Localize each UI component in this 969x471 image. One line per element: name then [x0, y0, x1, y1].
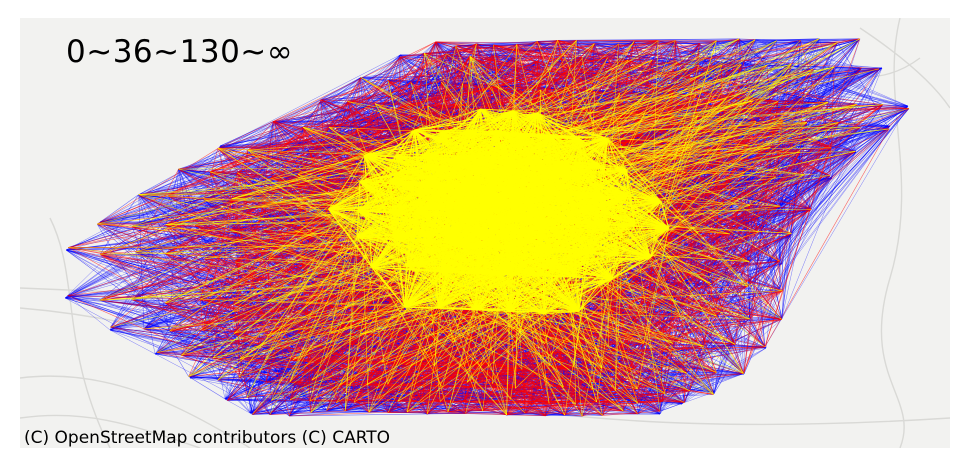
flow-line-low — [557, 38, 740, 41]
flow-line-low — [188, 376, 228, 401]
flow-line-low — [109, 224, 167, 331]
flow-line-mid — [252, 402, 337, 415]
flow-line-mid — [354, 397, 379, 403]
basemap-road — [859, 27, 950, 109]
flow-line-low — [67, 295, 111, 331]
flow-line-mid — [637, 372, 717, 415]
flow-line-low — [109, 329, 270, 415]
flow-line-low — [135, 251, 156, 355]
flow-line-low — [289, 413, 466, 417]
flow-line-low — [224, 398, 253, 415]
flow-line-low — [189, 376, 239, 379]
flow-line-mid — [749, 104, 884, 206]
flow-line-low — [659, 391, 715, 412]
flow-line-mid — [764, 128, 890, 348]
flow-map[interactable] — [20, 18, 950, 448]
flow-line-low — [834, 66, 862, 69]
flow-line-low — [684, 347, 767, 403]
flow-line-low — [139, 55, 494, 197]
flow-line-mid — [734, 101, 779, 345]
flow-line-mid — [269, 410, 346, 415]
flow-line-mid — [743, 261, 780, 374]
flow-line-low — [219, 106, 455, 147]
flow-line-mid — [188, 155, 396, 377]
flow-line-low — [139, 77, 362, 197]
flow-line-mid — [758, 68, 880, 233]
flow-line-mid — [619, 93, 890, 130]
basemap-road — [20, 414, 201, 448]
flow-line-low — [64, 225, 196, 299]
flow-line-mid — [726, 39, 756, 99]
flow-line-mid — [97, 148, 219, 225]
flow-line-low — [169, 330, 291, 400]
flow-line-low — [179, 103, 376, 171]
flow-line-low — [64, 297, 218, 381]
flow-line-mid — [749, 102, 829, 320]
flow-line-low — [764, 105, 909, 348]
basemap-road — [49, 217, 111, 448]
flow-line-mid — [265, 205, 297, 383]
basemap-road — [20, 375, 251, 448]
map-frame[interactable]: 0~36~130~∞ (C) OpenStreetMap contributor… — [20, 18, 950, 448]
flow-line-mid — [347, 38, 860, 102]
basemap-road — [880, 18, 905, 448]
flow-line-low — [347, 54, 401, 102]
flow-line-mid — [68, 205, 297, 248]
flow-line-mid — [165, 126, 330, 225]
flow-line-mid — [660, 120, 783, 370]
flow-line-mid — [698, 64, 783, 121]
flow-line-mid — [110, 236, 358, 328]
flow-line-mid — [266, 335, 714, 395]
flow-line-low — [704, 235, 791, 347]
flow-line-mid — [237, 53, 447, 173]
flow-line-low — [779, 38, 861, 289]
flow-line-low — [97, 194, 139, 225]
flow-line-low — [179, 169, 182, 356]
